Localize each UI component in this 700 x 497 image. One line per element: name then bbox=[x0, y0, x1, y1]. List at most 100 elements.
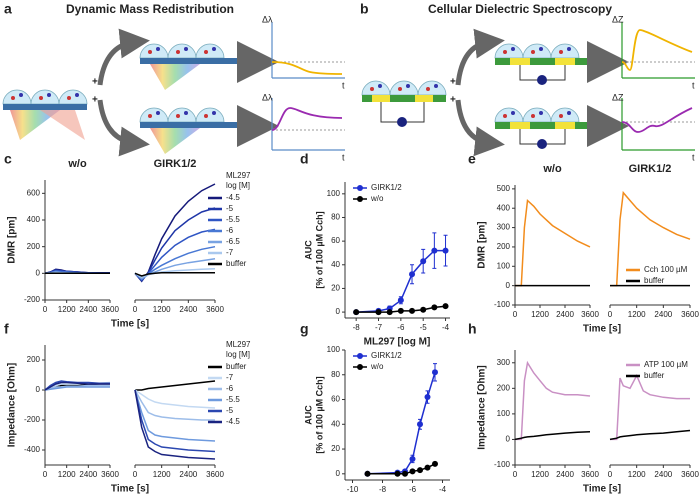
y-axis-label: DMR [pm] bbox=[477, 221, 488, 268]
y-tick-label: 0 bbox=[336, 469, 341, 478]
legend-label: ATP 100 µM bbox=[644, 360, 688, 369]
y-tick-label: 300 bbox=[497, 358, 511, 367]
panel-letter: b bbox=[360, 1, 369, 17]
series-line bbox=[135, 380, 216, 391]
y-tick-label: -200 bbox=[24, 295, 41, 304]
legend-title: ML297 bbox=[226, 340, 251, 349]
legend-title: log [M] bbox=[226, 350, 250, 359]
y-tick-label: 60 bbox=[331, 236, 340, 245]
x-tick-label: -8 bbox=[379, 485, 387, 494]
x-tick-label: 1200 bbox=[153, 305, 171, 314]
y-axis-label: [% of 100 µM Cch] bbox=[314, 211, 324, 288]
axis-label: t bbox=[342, 80, 345, 90]
y-tick-label: 80 bbox=[331, 213, 340, 222]
point bbox=[420, 306, 427, 313]
legend-label: GIRK1/2 bbox=[371, 183, 402, 192]
x-tick-label: 2400 bbox=[654, 470, 672, 479]
y-tick-label: 80 bbox=[331, 370, 340, 379]
legend-swatch bbox=[357, 185, 363, 191]
x-tick-label: 3600 bbox=[206, 305, 224, 314]
y-tick-label: 100 bbox=[327, 345, 341, 354]
x-tick-label: 2400 bbox=[179, 470, 197, 479]
series-line bbox=[514, 431, 591, 441]
axis-label: t bbox=[342, 152, 345, 162]
point bbox=[375, 309, 382, 316]
point bbox=[431, 247, 438, 254]
legend-swatch bbox=[357, 353, 363, 359]
y-axis-label: [% of 100 µM Cch] bbox=[314, 376, 324, 453]
point bbox=[432, 369, 438, 376]
point bbox=[397, 297, 404, 304]
x-tick-label: -8 bbox=[353, 323, 361, 332]
y-tick-label: 200 bbox=[497, 242, 511, 251]
y-tick-label: 0 bbox=[506, 281, 511, 290]
legend-label: -4.5 bbox=[226, 417, 240, 426]
y-tick-label: 100 bbox=[497, 261, 511, 270]
series-line bbox=[134, 389, 216, 453]
diagram-title: Cellular Dielectric Spectroscopy bbox=[428, 2, 612, 16]
y-tick-label: -100 bbox=[494, 460, 511, 469]
y-axis-label: DMR [pm] bbox=[7, 216, 18, 263]
x-tick-label: 1200 bbox=[58, 305, 76, 314]
x-tick-label: 1200 bbox=[628, 310, 646, 319]
legend-label: -4.5 bbox=[226, 193, 240, 202]
y-tick-label: -400 bbox=[24, 445, 41, 454]
point bbox=[420, 258, 427, 265]
legend-title: ML297 bbox=[226, 171, 251, 180]
legend-swatch bbox=[357, 364, 363, 370]
x-tick-label: 1200 bbox=[58, 470, 76, 479]
chart-title: w/o bbox=[542, 163, 562, 175]
legend-swatch bbox=[357, 196, 363, 202]
x-tick-label: 2400 bbox=[654, 310, 672, 319]
y-tick-label: 40 bbox=[331, 419, 340, 428]
legend-label: w/o bbox=[370, 362, 384, 371]
x-tick-label: 3600 bbox=[101, 470, 119, 479]
point bbox=[424, 464, 431, 471]
x-tick-label: 2400 bbox=[79, 470, 97, 479]
point bbox=[417, 421, 423, 428]
panel-letter: f bbox=[4, 321, 9, 337]
y-axis-label: AUC bbox=[303, 240, 313, 260]
axis-label: t bbox=[692, 80, 695, 90]
legend-label: -6 bbox=[226, 226, 234, 235]
diagram-a: a Dynamic Mass Redistribution + + Δλ t Δ… bbox=[2, 1, 345, 162]
series-line bbox=[44, 381, 110, 391]
y-tick-label: 400 bbox=[497, 203, 511, 212]
series-line bbox=[609, 429, 691, 441]
legend-label: buffer bbox=[644, 276, 665, 285]
x-tick-label: 0 bbox=[43, 470, 48, 479]
series-line bbox=[134, 389, 216, 409]
legend-label: -5.5 bbox=[226, 395, 240, 404]
x-tick-label: 0 bbox=[513, 470, 518, 479]
chart-title: GIRK1/2 bbox=[154, 158, 197, 170]
y-tick-label: 200 bbox=[497, 383, 511, 392]
plus: + bbox=[92, 77, 98, 88]
diagram-title: Dynamic Mass Redistribution bbox=[66, 2, 234, 16]
point bbox=[394, 470, 401, 477]
x-tick-label: 1200 bbox=[628, 470, 646, 479]
y-tick-label: 0 bbox=[506, 435, 511, 444]
legend-label: -5.5 bbox=[226, 215, 240, 224]
x-tick-label: 1200 bbox=[153, 470, 171, 479]
series-line bbox=[134, 389, 216, 442]
point bbox=[409, 455, 416, 462]
series-line bbox=[610, 373, 690, 441]
x-tick-label: -6 bbox=[409, 485, 417, 494]
y-tick-label: 60 bbox=[331, 395, 340, 404]
x-tick-label: -4 bbox=[439, 485, 447, 494]
legend-label: -5 bbox=[226, 204, 234, 213]
axis-label: t bbox=[692, 152, 695, 162]
x-tick-label: -6 bbox=[397, 323, 405, 332]
y-tick-label: 0 bbox=[336, 307, 341, 316]
axis-label: ΔZ bbox=[612, 14, 624, 24]
point bbox=[353, 309, 360, 316]
y-tick-label: 200 bbox=[27, 355, 41, 364]
y-tick-label: -100 bbox=[494, 300, 511, 309]
legend-label: w/o bbox=[370, 194, 384, 203]
legend-label: -7 bbox=[226, 373, 234, 382]
legend-label: -6 bbox=[226, 384, 234, 393]
y-axis-label: Impedance [Ohm] bbox=[7, 363, 18, 447]
x-tick-label: 0 bbox=[513, 310, 518, 319]
legend-label: -7 bbox=[226, 248, 234, 257]
